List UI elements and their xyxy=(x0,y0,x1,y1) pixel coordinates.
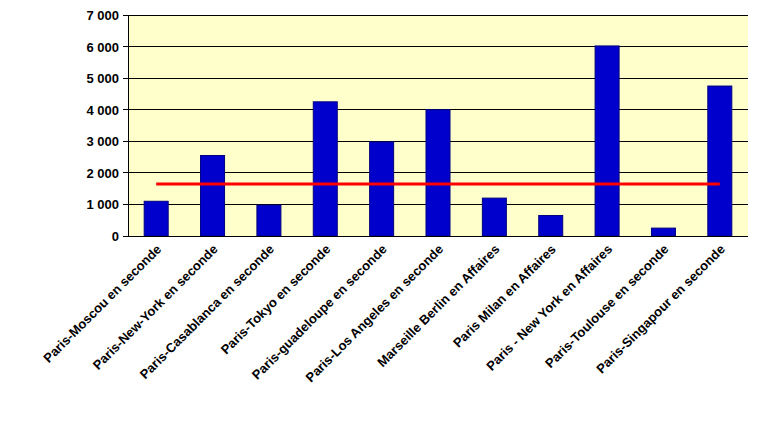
tick-mark xyxy=(123,15,128,16)
grid-line xyxy=(128,46,748,47)
plot-background xyxy=(128,15,748,236)
tick-mark xyxy=(123,141,128,142)
y-tick-label: 4 000 xyxy=(86,103,119,118)
tick-mark xyxy=(123,78,128,79)
x-tick-label: Paris Milan en Affaires xyxy=(450,242,559,351)
tick-mark xyxy=(123,204,128,205)
tick-mark xyxy=(123,109,128,110)
bar xyxy=(651,228,675,236)
chart-container: 0 1 000 2 000 3 000 4 000 5 000 6 000 7 000 Pari… xyxy=(0,0,760,429)
grid-line xyxy=(128,15,748,16)
y-axis xyxy=(128,15,129,236)
y-tick-label: 7 000 xyxy=(86,8,119,23)
bar xyxy=(144,201,168,236)
x-tick-label: Paris-Tokyo en seconde xyxy=(218,242,334,358)
y-tick-label: 0 xyxy=(112,229,119,244)
y-tick-label: 2 000 xyxy=(86,166,119,181)
tick-mark xyxy=(123,236,128,237)
tick-mark xyxy=(123,172,128,173)
x-tick-label: Paris-Moscou en seconde xyxy=(40,242,164,366)
y-tick-label: 1 000 xyxy=(86,197,119,212)
line xyxy=(156,182,720,185)
bar xyxy=(257,205,281,236)
bar xyxy=(426,110,450,236)
y-tick-label: 5 000 xyxy=(86,71,119,86)
bar xyxy=(313,102,337,236)
bar xyxy=(482,198,506,236)
bar xyxy=(539,215,563,236)
bar xyxy=(708,86,732,236)
bar xyxy=(370,142,394,236)
bar xyxy=(595,46,619,236)
y-tick-label: 3 000 xyxy=(86,134,119,149)
y-tick-label: 6 000 xyxy=(86,40,119,55)
marks xyxy=(144,46,732,236)
bar xyxy=(201,155,225,236)
tick-mark xyxy=(123,46,128,47)
grid-line xyxy=(128,78,748,79)
x-tick-label: Paris-Singapour en seconde xyxy=(593,242,728,377)
chart-svg: 0 1 000 2 000 3 000 4 000 5 000 6 000 7 000 Pari… xyxy=(0,0,760,429)
